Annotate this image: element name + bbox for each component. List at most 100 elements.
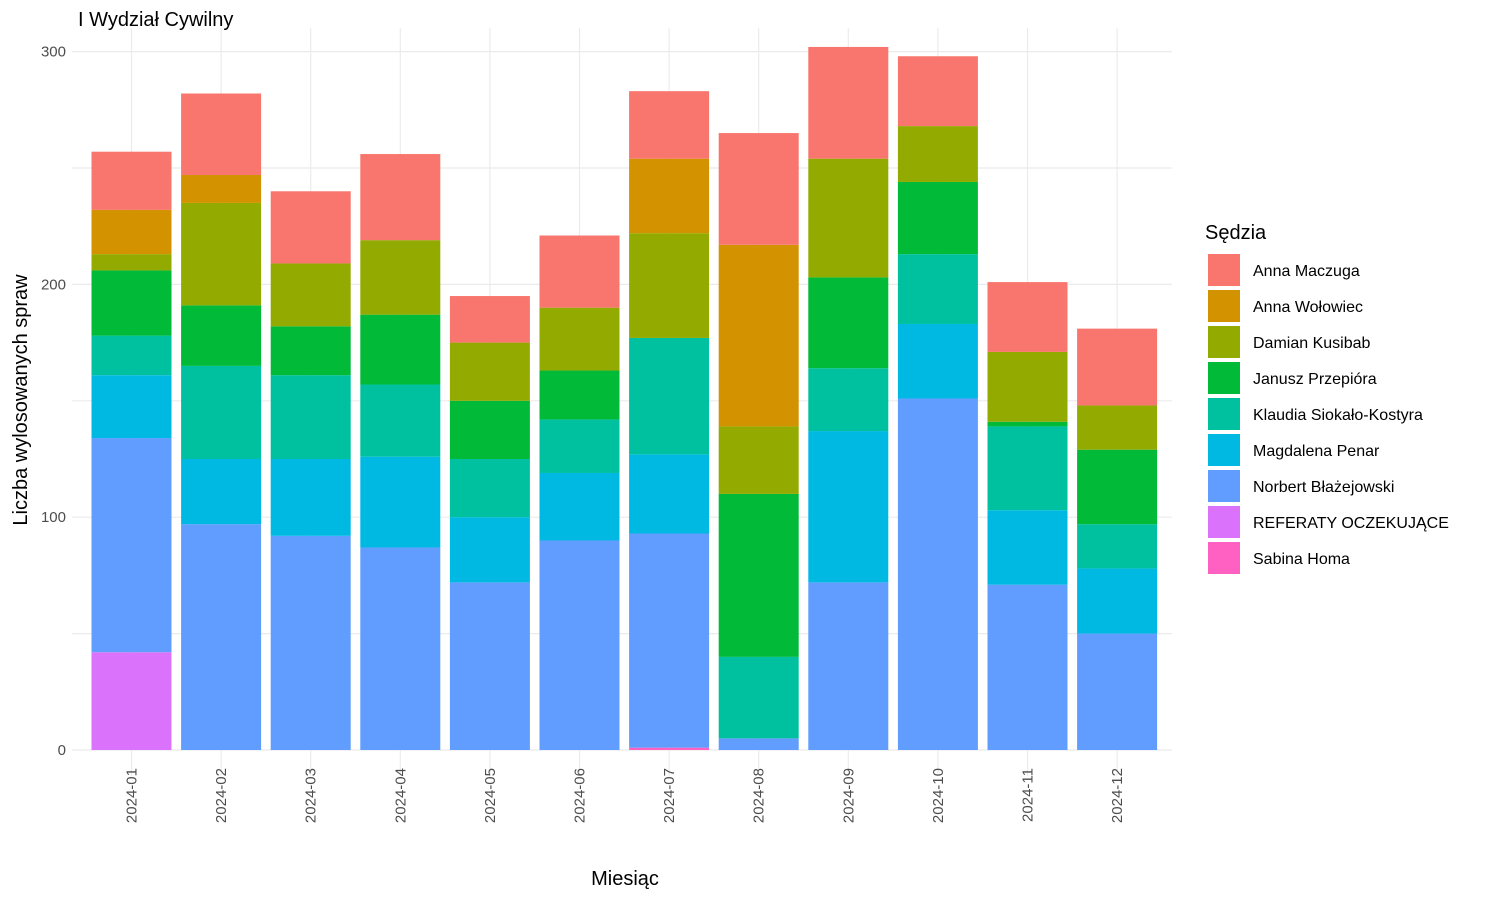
bar-segment bbox=[449, 400, 530, 459]
x-tick-label: 2024-07 bbox=[661, 768, 678, 823]
bar-segment bbox=[181, 459, 262, 525]
legend-label: REFERATY OCZEKUJĄCE bbox=[1253, 515, 1449, 532]
x-tick-label: 2024-01 bbox=[124, 768, 141, 823]
bar-segment bbox=[629, 454, 710, 534]
bar-segment bbox=[449, 517, 530, 583]
y-tick-label: 0 bbox=[58, 742, 66, 759]
x-tick-label: 2024-09 bbox=[840, 768, 857, 823]
bar-segment bbox=[897, 181, 978, 255]
y-axis-ticks: 0 100 200 300 bbox=[41, 44, 66, 759]
x-axis-title: Miesiąc bbox=[591, 868, 659, 890]
legend-swatch bbox=[1208, 506, 1240, 538]
legend-swatch bbox=[1208, 326, 1240, 358]
bar-segment bbox=[539, 472, 620, 541]
legend: Sędzia Anna Maczuga Anna Wołowiec Damian K… bbox=[1205, 222, 1449, 574]
bar-segment bbox=[897, 56, 978, 127]
bar-segment bbox=[808, 368, 889, 432]
bar-segment bbox=[897, 398, 978, 750]
bar-segment bbox=[91, 652, 172, 750]
bars bbox=[91, 46, 1158, 750]
legend-swatch bbox=[1208, 362, 1240, 394]
x-tick-label: 2024-03 bbox=[303, 768, 320, 823]
bar-segment bbox=[987, 421, 1068, 427]
x-tick-label: 2024-11 bbox=[1020, 768, 1037, 822]
y-axis-title: Liczba wylosowanych spraw bbox=[10, 274, 32, 526]
y-tick-label: 100 bbox=[41, 509, 66, 526]
legend-swatch bbox=[1208, 290, 1240, 322]
legend-swatch bbox=[1208, 254, 1240, 286]
legend-label: Sabina Homa bbox=[1253, 551, 1350, 568]
bar-segment bbox=[808, 158, 889, 278]
bar-segment bbox=[270, 375, 351, 459]
bar-segment bbox=[808, 431, 889, 583]
bar-segment bbox=[718, 244, 799, 427]
bar-segment bbox=[91, 335, 172, 376]
bar-segment bbox=[897, 126, 978, 182]
legend-label: Janusz Przepióra bbox=[1253, 371, 1377, 388]
x-tick-label: 2024-08 bbox=[751, 768, 768, 823]
bar-segment bbox=[1077, 524, 1158, 569]
legend-label: Magdalena Penar bbox=[1253, 443, 1380, 460]
legend-label: Klaudia Siokało-Kostyra bbox=[1253, 407, 1423, 424]
bar-segment bbox=[629, 91, 710, 159]
x-axis-ticks: 2024-01 2024-02 2024-03 2024-04 2024-05 2024-… bbox=[124, 768, 1127, 823]
bar-segment bbox=[91, 375, 172, 439]
legend-label: Norbert Błażejowski bbox=[1253, 479, 1394, 496]
bar-segment bbox=[360, 314, 441, 385]
x-tick-label: 2024-04 bbox=[392, 768, 409, 823]
bar-segment bbox=[718, 656, 799, 739]
bar-segment bbox=[91, 209, 172, 255]
legend-items: Anna Maczuga Anna Wołowiec Damian Kusibab J… bbox=[1208, 254, 1449, 574]
legend-swatch bbox=[1208, 470, 1240, 502]
legend-swatch bbox=[1208, 434, 1240, 466]
bar-segment bbox=[360, 154, 441, 241]
bar-segment bbox=[808, 277, 889, 369]
bar-segment bbox=[360, 456, 441, 548]
bar-segment bbox=[539, 307, 620, 371]
bar-segment bbox=[539, 370, 620, 420]
bar-segment bbox=[1077, 328, 1158, 406]
x-tick-label: 2024-10 bbox=[930, 768, 947, 823]
bar-segment bbox=[91, 270, 172, 336]
bar-segment bbox=[181, 174, 262, 203]
bar-segment bbox=[718, 738, 799, 750]
bar-segment bbox=[270, 326, 351, 376]
bar-segment bbox=[270, 535, 351, 750]
bar-segment bbox=[360, 384, 441, 457]
bar-segment bbox=[718, 426, 799, 494]
bar-segment bbox=[897, 323, 978, 399]
bar-segment bbox=[987, 282, 1068, 352]
bar-segment bbox=[629, 233, 710, 338]
bar-segment bbox=[629, 747, 710, 750]
legend-label: Anna Wołowiec bbox=[1253, 299, 1363, 316]
bar-segment bbox=[91, 438, 172, 653]
x-tick-label: 2024-02 bbox=[213, 768, 230, 823]
x-tick-label: 2024-12 bbox=[1109, 768, 1126, 823]
bar-segment bbox=[897, 254, 978, 324]
bar-segment bbox=[987, 426, 1068, 511]
bar-segment bbox=[449, 459, 530, 518]
bar-segment bbox=[1077, 405, 1158, 450]
bar-segment bbox=[1077, 449, 1158, 525]
bar-segment bbox=[181, 365, 262, 459]
bar-segment bbox=[449, 342, 530, 401]
bar-segment bbox=[449, 296, 530, 343]
bar-segment bbox=[181, 202, 262, 306]
chart-title: I Wydział Cywilny bbox=[78, 9, 233, 31]
legend-title: Sędzia bbox=[1205, 222, 1267, 244]
legend-label: Damian Kusibab bbox=[1253, 335, 1371, 352]
bar-segment bbox=[808, 582, 889, 750]
bar-segment bbox=[91, 151, 172, 210]
bar-segment bbox=[181, 305, 262, 366]
x-tick-label: 2024-06 bbox=[572, 768, 589, 823]
x-tick-label: 2024-05 bbox=[482, 768, 499, 823]
bar-segment bbox=[360, 547, 441, 750]
bar-segment bbox=[808, 46, 889, 159]
legend-swatch bbox=[1208, 398, 1240, 430]
bar-segment bbox=[539, 540, 620, 750]
bar-segment bbox=[718, 493, 799, 657]
y-tick-label: 300 bbox=[41, 44, 66, 61]
bar-segment bbox=[91, 254, 172, 271]
y-tick-label: 200 bbox=[41, 276, 66, 293]
